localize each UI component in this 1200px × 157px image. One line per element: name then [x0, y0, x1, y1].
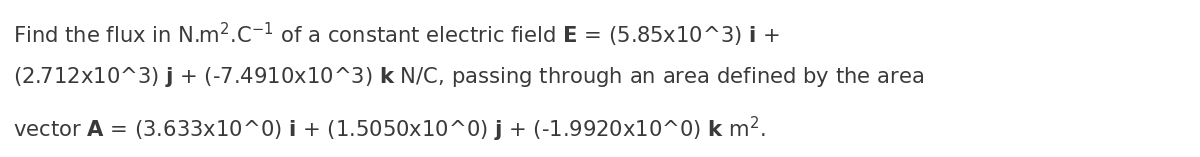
Text: (2.712x10^3) $\mathbf{j}$ + (-7.4910x10^3) $\mathbf{k}$ N/C, passing through an : (2.712x10^3) $\mathbf{j}$ + (-7.4910x10^…	[13, 65, 924, 89]
Text: Find the flux in N.m$^{2}$.C$^{-1}$ of a constant electric field $\mathbf{E}$ = : Find the flux in N.m$^{2}$.C$^{-1}$ of a…	[13, 21, 780, 49]
Text: vector $\mathbf{A}$ = (3.633x10^0) $\mathbf{i}$ + (1.5050x10^0) $\mathbf{j}$ + (: vector $\mathbf{A}$ = (3.633x10^0) $\mat…	[13, 114, 766, 144]
